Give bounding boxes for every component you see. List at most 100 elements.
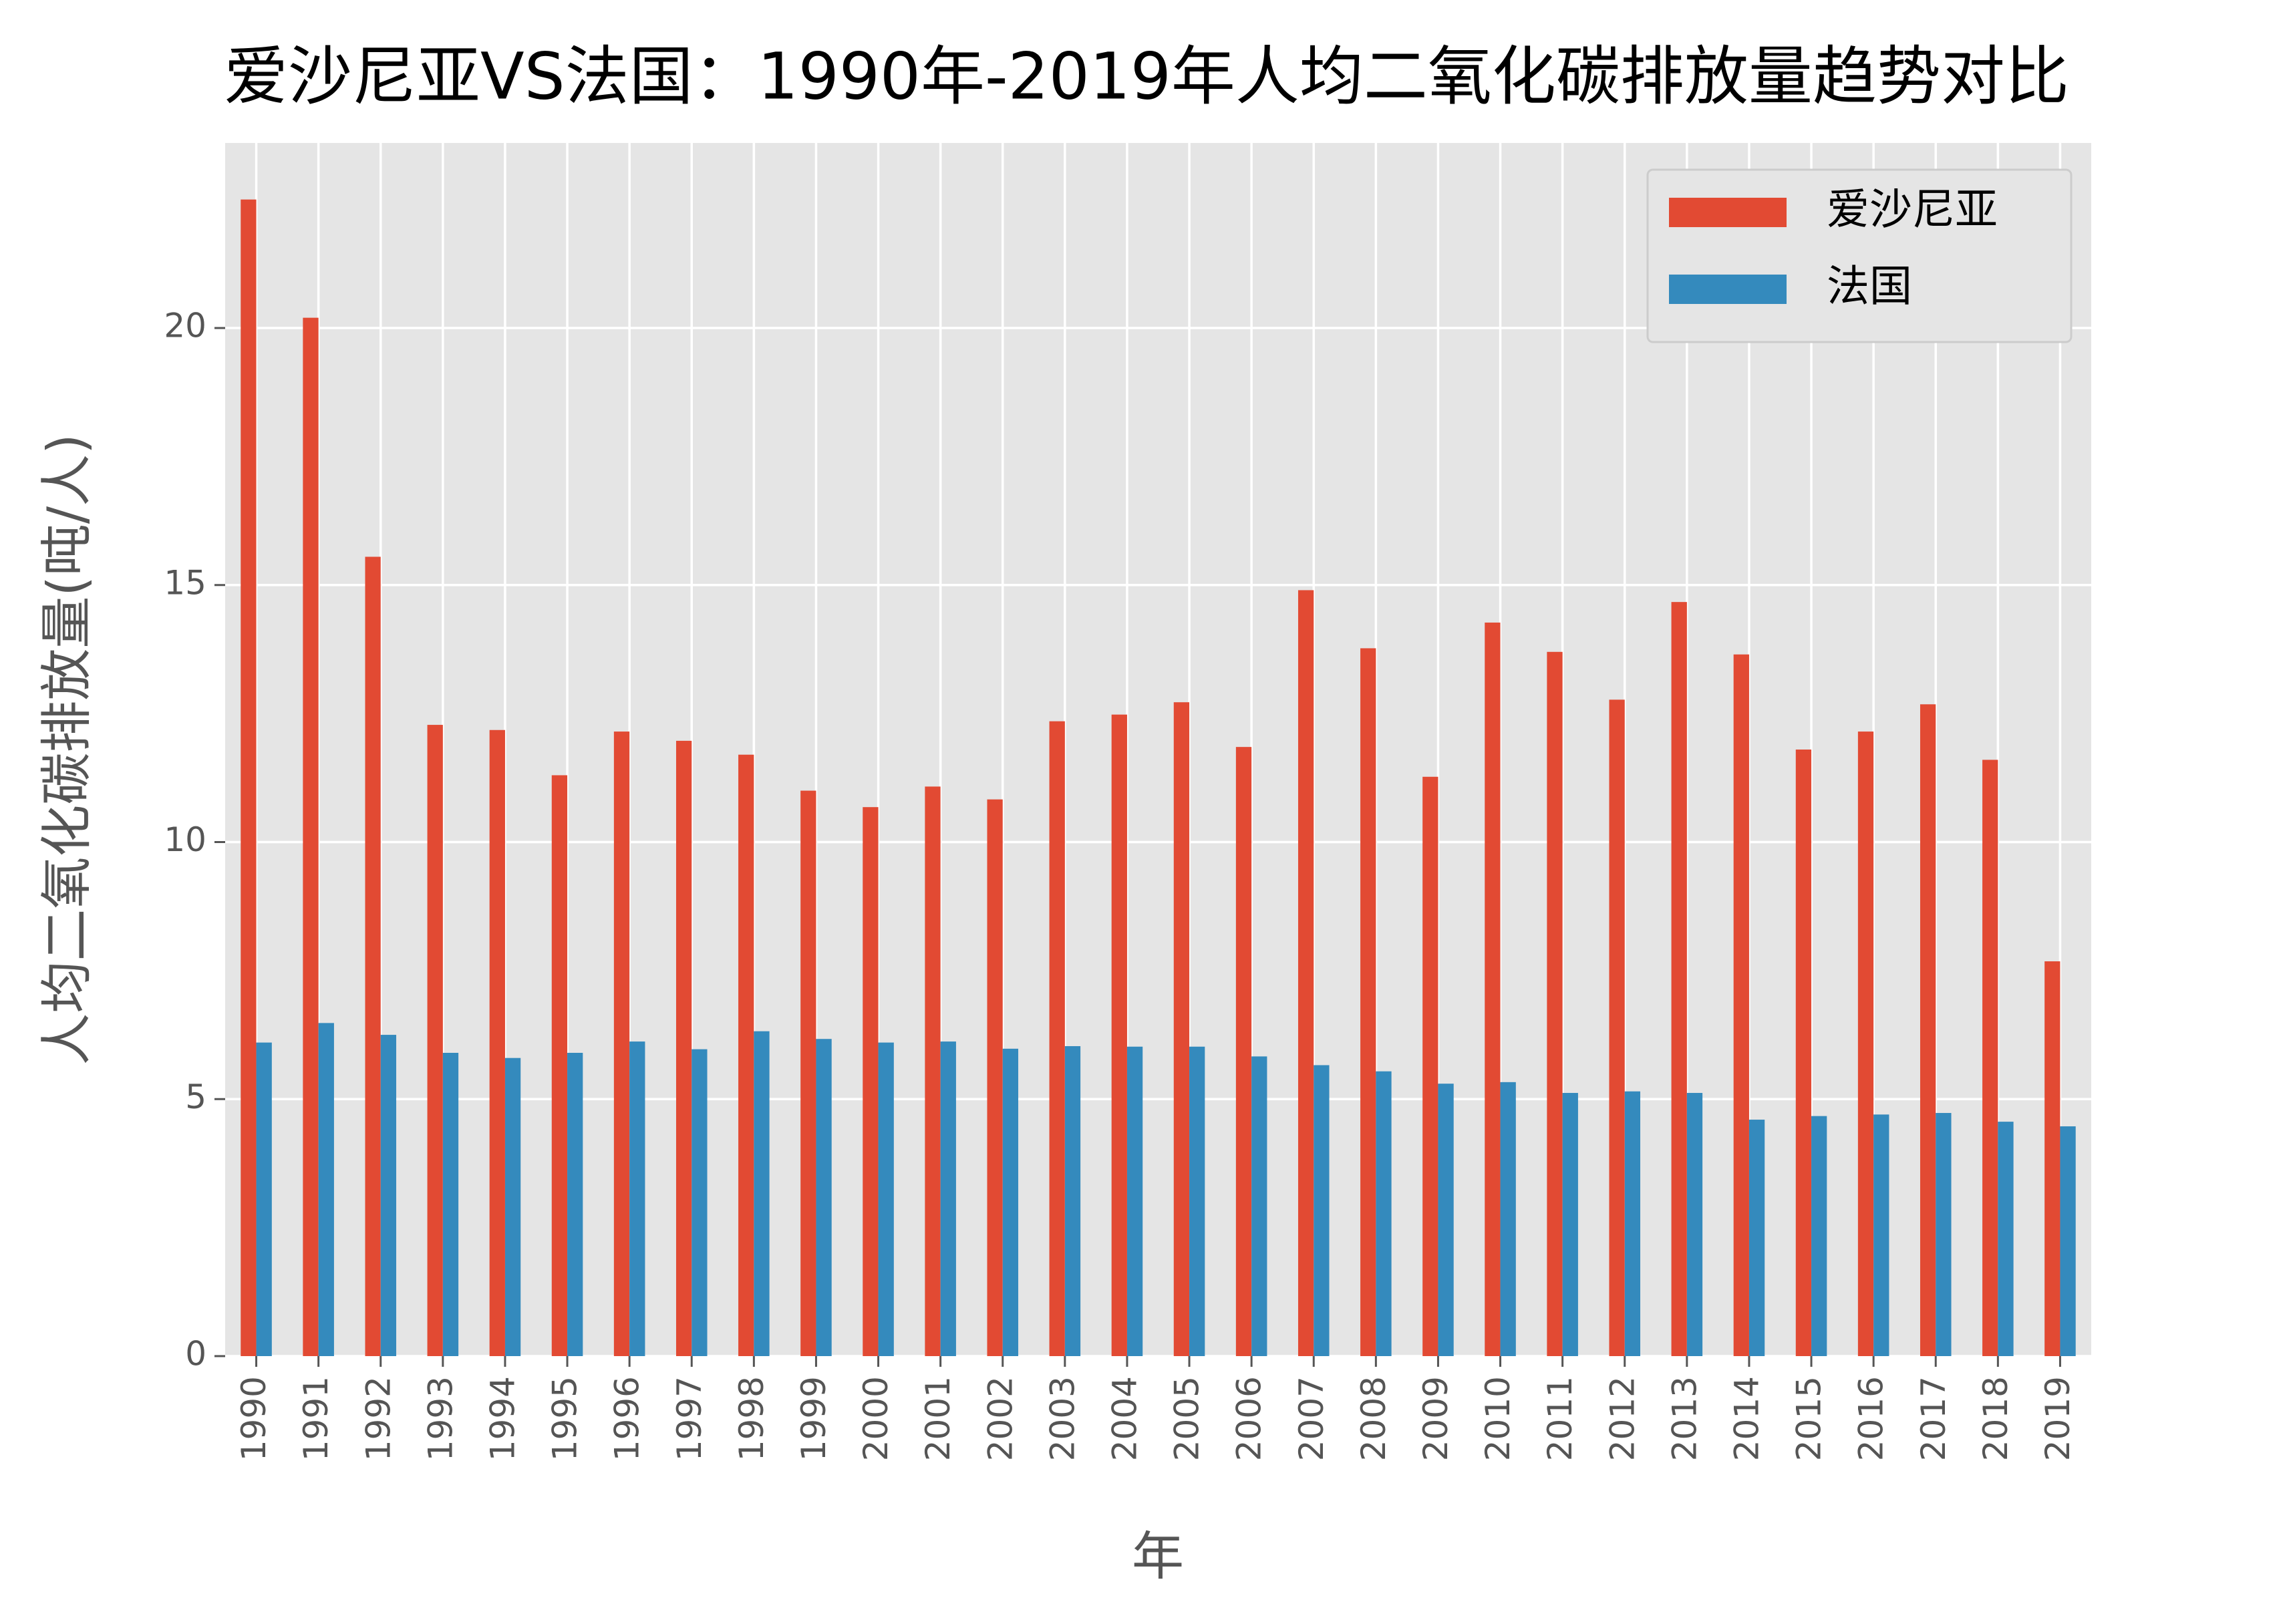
x-tick-label: 2007 xyxy=(1292,1376,1331,1461)
bar xyxy=(1547,651,1563,1356)
y-tick-label: 20 xyxy=(164,307,206,345)
x-tick-label: 1999 xyxy=(794,1376,833,1461)
bar xyxy=(2044,961,2060,1356)
bar xyxy=(1920,704,1936,1356)
x-tick-label: 2008 xyxy=(1354,1376,1393,1461)
x-tick-label: 1994 xyxy=(483,1376,522,1461)
bar xyxy=(1936,1113,1952,1356)
bar xyxy=(427,725,443,1356)
x-tick-label: 1993 xyxy=(421,1376,460,1461)
bar xyxy=(1748,1120,1765,1356)
y-tick-label: 0 xyxy=(185,1335,206,1373)
bar xyxy=(1314,1065,1330,1356)
x-tick-label: 2006 xyxy=(1230,1376,1269,1461)
x-tick-label: 2019 xyxy=(2038,1376,2077,1461)
x-axis-label: 年 xyxy=(1132,1526,1184,1587)
bar xyxy=(692,1049,708,1356)
legend-label: 爱沙尼亚 xyxy=(1827,186,1998,235)
bar xyxy=(1002,1048,1019,1356)
x-tick-label: 1990 xyxy=(235,1376,273,1461)
y-tick-label: 5 xyxy=(185,1078,206,1116)
bar xyxy=(925,786,941,1356)
bar xyxy=(1064,1045,1081,1356)
x-tick-label: 2010 xyxy=(1479,1376,1517,1461)
bar xyxy=(2060,1126,2076,1356)
bar xyxy=(1049,721,1065,1356)
plot-area xyxy=(225,143,2091,1356)
x-tick-label: 1991 xyxy=(297,1376,335,1461)
bar xyxy=(551,775,568,1356)
bar xyxy=(303,317,319,1357)
x-tick-label: 2017 xyxy=(1914,1376,1953,1461)
bar xyxy=(738,754,754,1356)
x-tick-label: 2000 xyxy=(857,1376,895,1461)
bar xyxy=(1624,1091,1641,1356)
bar xyxy=(1857,732,1874,1356)
bar xyxy=(1235,747,1252,1356)
bar xyxy=(1297,590,1314,1356)
x-tick-label: 2018 xyxy=(1976,1376,2015,1461)
bar xyxy=(754,1031,770,1356)
bar xyxy=(675,740,692,1356)
bar xyxy=(1671,602,1687,1356)
bar xyxy=(1360,648,1376,1356)
bar xyxy=(1173,702,1190,1356)
bar xyxy=(489,729,505,1356)
x-tick-label: 2016 xyxy=(1852,1376,1891,1461)
x-tick-label: 1992 xyxy=(359,1376,398,1461)
x-tick-label: 2013 xyxy=(1665,1376,1704,1461)
bar xyxy=(1438,1084,1454,1356)
x-tick-label: 2004 xyxy=(1105,1376,1144,1461)
bar xyxy=(987,799,1003,1356)
bar xyxy=(442,1053,459,1356)
y-tick-label: 10 xyxy=(164,820,206,859)
bar xyxy=(1126,1046,1143,1356)
y-tick-label: 15 xyxy=(164,563,206,602)
bar xyxy=(878,1042,894,1356)
bar xyxy=(567,1053,583,1356)
x-tick-label: 1995 xyxy=(546,1376,585,1461)
y-axis-label: 人均二氧化碳排放量(吨/人) xyxy=(37,434,97,1065)
bar xyxy=(629,1041,645,1356)
bar xyxy=(940,1041,956,1356)
bar xyxy=(504,1058,521,1356)
x-tick-label: 2001 xyxy=(919,1376,957,1461)
x-tick-label: 2014 xyxy=(1727,1376,1766,1461)
bar xyxy=(1609,699,1625,1356)
x-tick-label: 2002 xyxy=(981,1376,1020,1461)
bar xyxy=(1111,714,1127,1356)
x-tick-label: 2012 xyxy=(1603,1376,1642,1461)
bar xyxy=(1873,1114,1889,1356)
bar xyxy=(380,1035,397,1356)
bar xyxy=(1500,1082,1516,1356)
x-tick-label: 1996 xyxy=(608,1376,647,1461)
bar xyxy=(365,556,381,1356)
bar xyxy=(318,1023,334,1356)
bar xyxy=(1795,750,1812,1356)
x-tick-label: 2011 xyxy=(1541,1376,1579,1461)
x-tick-label: 1997 xyxy=(670,1376,709,1461)
bar xyxy=(1686,1093,1703,1356)
bar xyxy=(863,807,879,1356)
legend-label: 法国 xyxy=(1827,263,1912,312)
legend-swatch xyxy=(1669,198,1787,227)
bar xyxy=(1998,1122,2014,1356)
x-tick-label: 2003 xyxy=(1043,1376,1082,1461)
bar xyxy=(1422,776,1438,1356)
x-tick-label: 2015 xyxy=(1790,1376,1829,1461)
legend-swatch xyxy=(1669,275,1787,304)
bar xyxy=(1376,1071,1392,1356)
x-tick-label: 2009 xyxy=(1416,1376,1455,1461)
bar xyxy=(1562,1093,1578,1356)
bar xyxy=(256,1042,272,1356)
bar xyxy=(1811,1116,1827,1356)
x-tick-label: 2005 xyxy=(1168,1376,1207,1461)
bar xyxy=(1189,1046,1205,1356)
bar xyxy=(816,1039,832,1356)
bar xyxy=(613,732,630,1356)
bar xyxy=(241,199,257,1357)
chart-title: 爱沙尼亚VS法国：1990年-2019年人均二氧化碳排放量趋势对比 xyxy=(224,39,2069,114)
bar xyxy=(1982,760,1998,1356)
bar xyxy=(1251,1056,1267,1356)
